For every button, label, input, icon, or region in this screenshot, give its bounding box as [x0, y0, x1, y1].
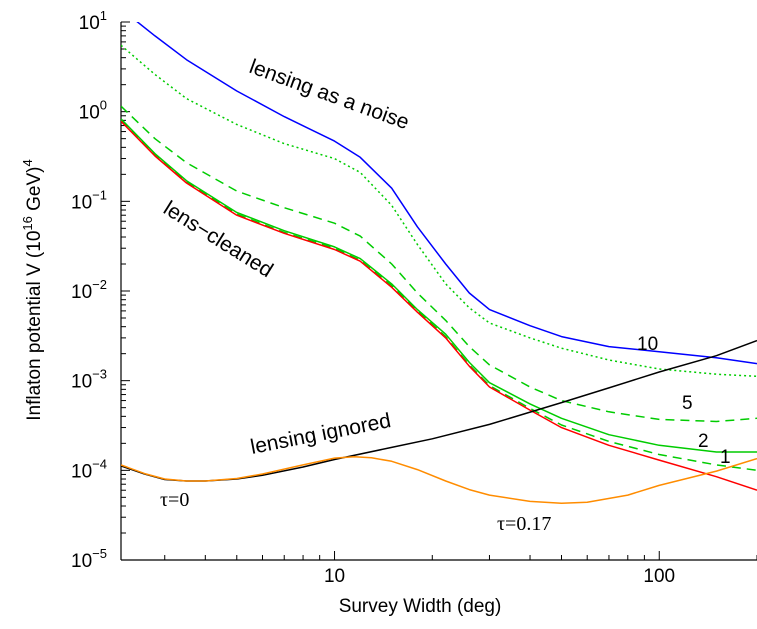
tau-label-017: τ=0.17 [497, 513, 551, 535]
y-axis-title: Inflaton potential V (1016 GeV)4 [20, 159, 45, 420]
x-axis-title: Survey Width (deg) [339, 596, 502, 617]
y-tick-label: 100 [79, 98, 107, 124]
x-tick-label: 100 [643, 566, 675, 587]
tau-label-0: τ=0 [160, 489, 189, 511]
series-group [121, 22, 757, 504]
y-tick-label: 10−4 [71, 456, 107, 482]
series-line-lens_cleaned_red [121, 120, 757, 491]
series-line-solid_2 [121, 118, 757, 453]
curve-label-5: 5 [682, 393, 693, 414]
curve-label-1: 1 [720, 447, 731, 468]
series-line-ignored_black [121, 339, 757, 482]
series-line-noise_blue [136, 22, 757, 365]
y-tick-label: 10−2 [71, 277, 107, 303]
y-tick-label: 10−1 [71, 187, 107, 213]
series-line-dotted_10 [121, 44, 757, 378]
y-tick-label: 10−5 [71, 546, 107, 572]
x-tick-label: 10 [324, 566, 345, 587]
y-tick-label: 10−3 [71, 367, 107, 393]
series-line-dashed_5 [121, 105, 757, 423]
curve-label-10: 10 [637, 334, 658, 355]
annotation-lensing-as-noise: lensing as a noise [246, 55, 412, 134]
series-line-tau_017_orange [121, 455, 757, 504]
y-tick-label: 101 [79, 8, 107, 34]
series-line-dashed_1 [121, 119, 757, 472]
curve-label-2: 2 [698, 431, 709, 452]
annotation-lens-cleaned: lens−cleaned [159, 197, 277, 282]
